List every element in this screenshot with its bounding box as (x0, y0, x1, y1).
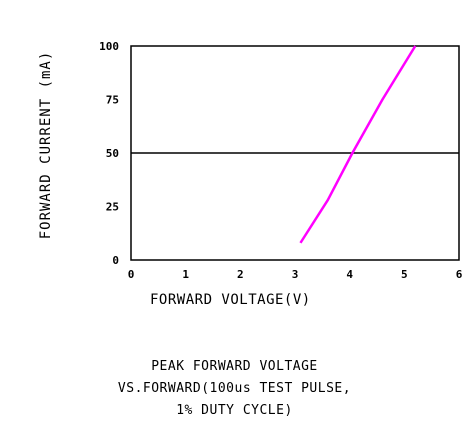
x-tick-label: 3 (292, 268, 299, 281)
y-axis-label: FORWARD CURRENT (mA) (38, 51, 54, 240)
x-tick-labels: 0 1 2 3 4 5 6 (128, 268, 463, 281)
caption-line-2: VS.FORWARD(100us TEST PULSE, (117, 381, 352, 396)
caption-line-3: 1% DUTY CYCLE) (176, 403, 293, 418)
y-tick-label: 25 (106, 201, 119, 214)
y-tick-label: 100 (99, 40, 119, 53)
y-tick-label: 75 (106, 94, 119, 107)
x-tick-label: 5 (401, 268, 408, 281)
x-tick-label: 1 (182, 268, 189, 281)
x-tick-label: 0 (128, 268, 135, 281)
x-tick-label: 6 (456, 268, 463, 281)
x-axis-label: FORWARD VOLTAGE(V) (150, 292, 311, 308)
y-tick-label: 0 (112, 254, 119, 267)
x-tick-label: 4 (346, 268, 353, 281)
x-tick-label: 2 (237, 268, 244, 281)
y-tick-label: 50 (106, 147, 119, 160)
caption-line-1: PEAK FORWARD VOLTAGE (151, 359, 318, 374)
y-tick-labels: 0 25 50 75 100 (99, 40, 119, 267)
series-line (299, 45, 417, 244)
